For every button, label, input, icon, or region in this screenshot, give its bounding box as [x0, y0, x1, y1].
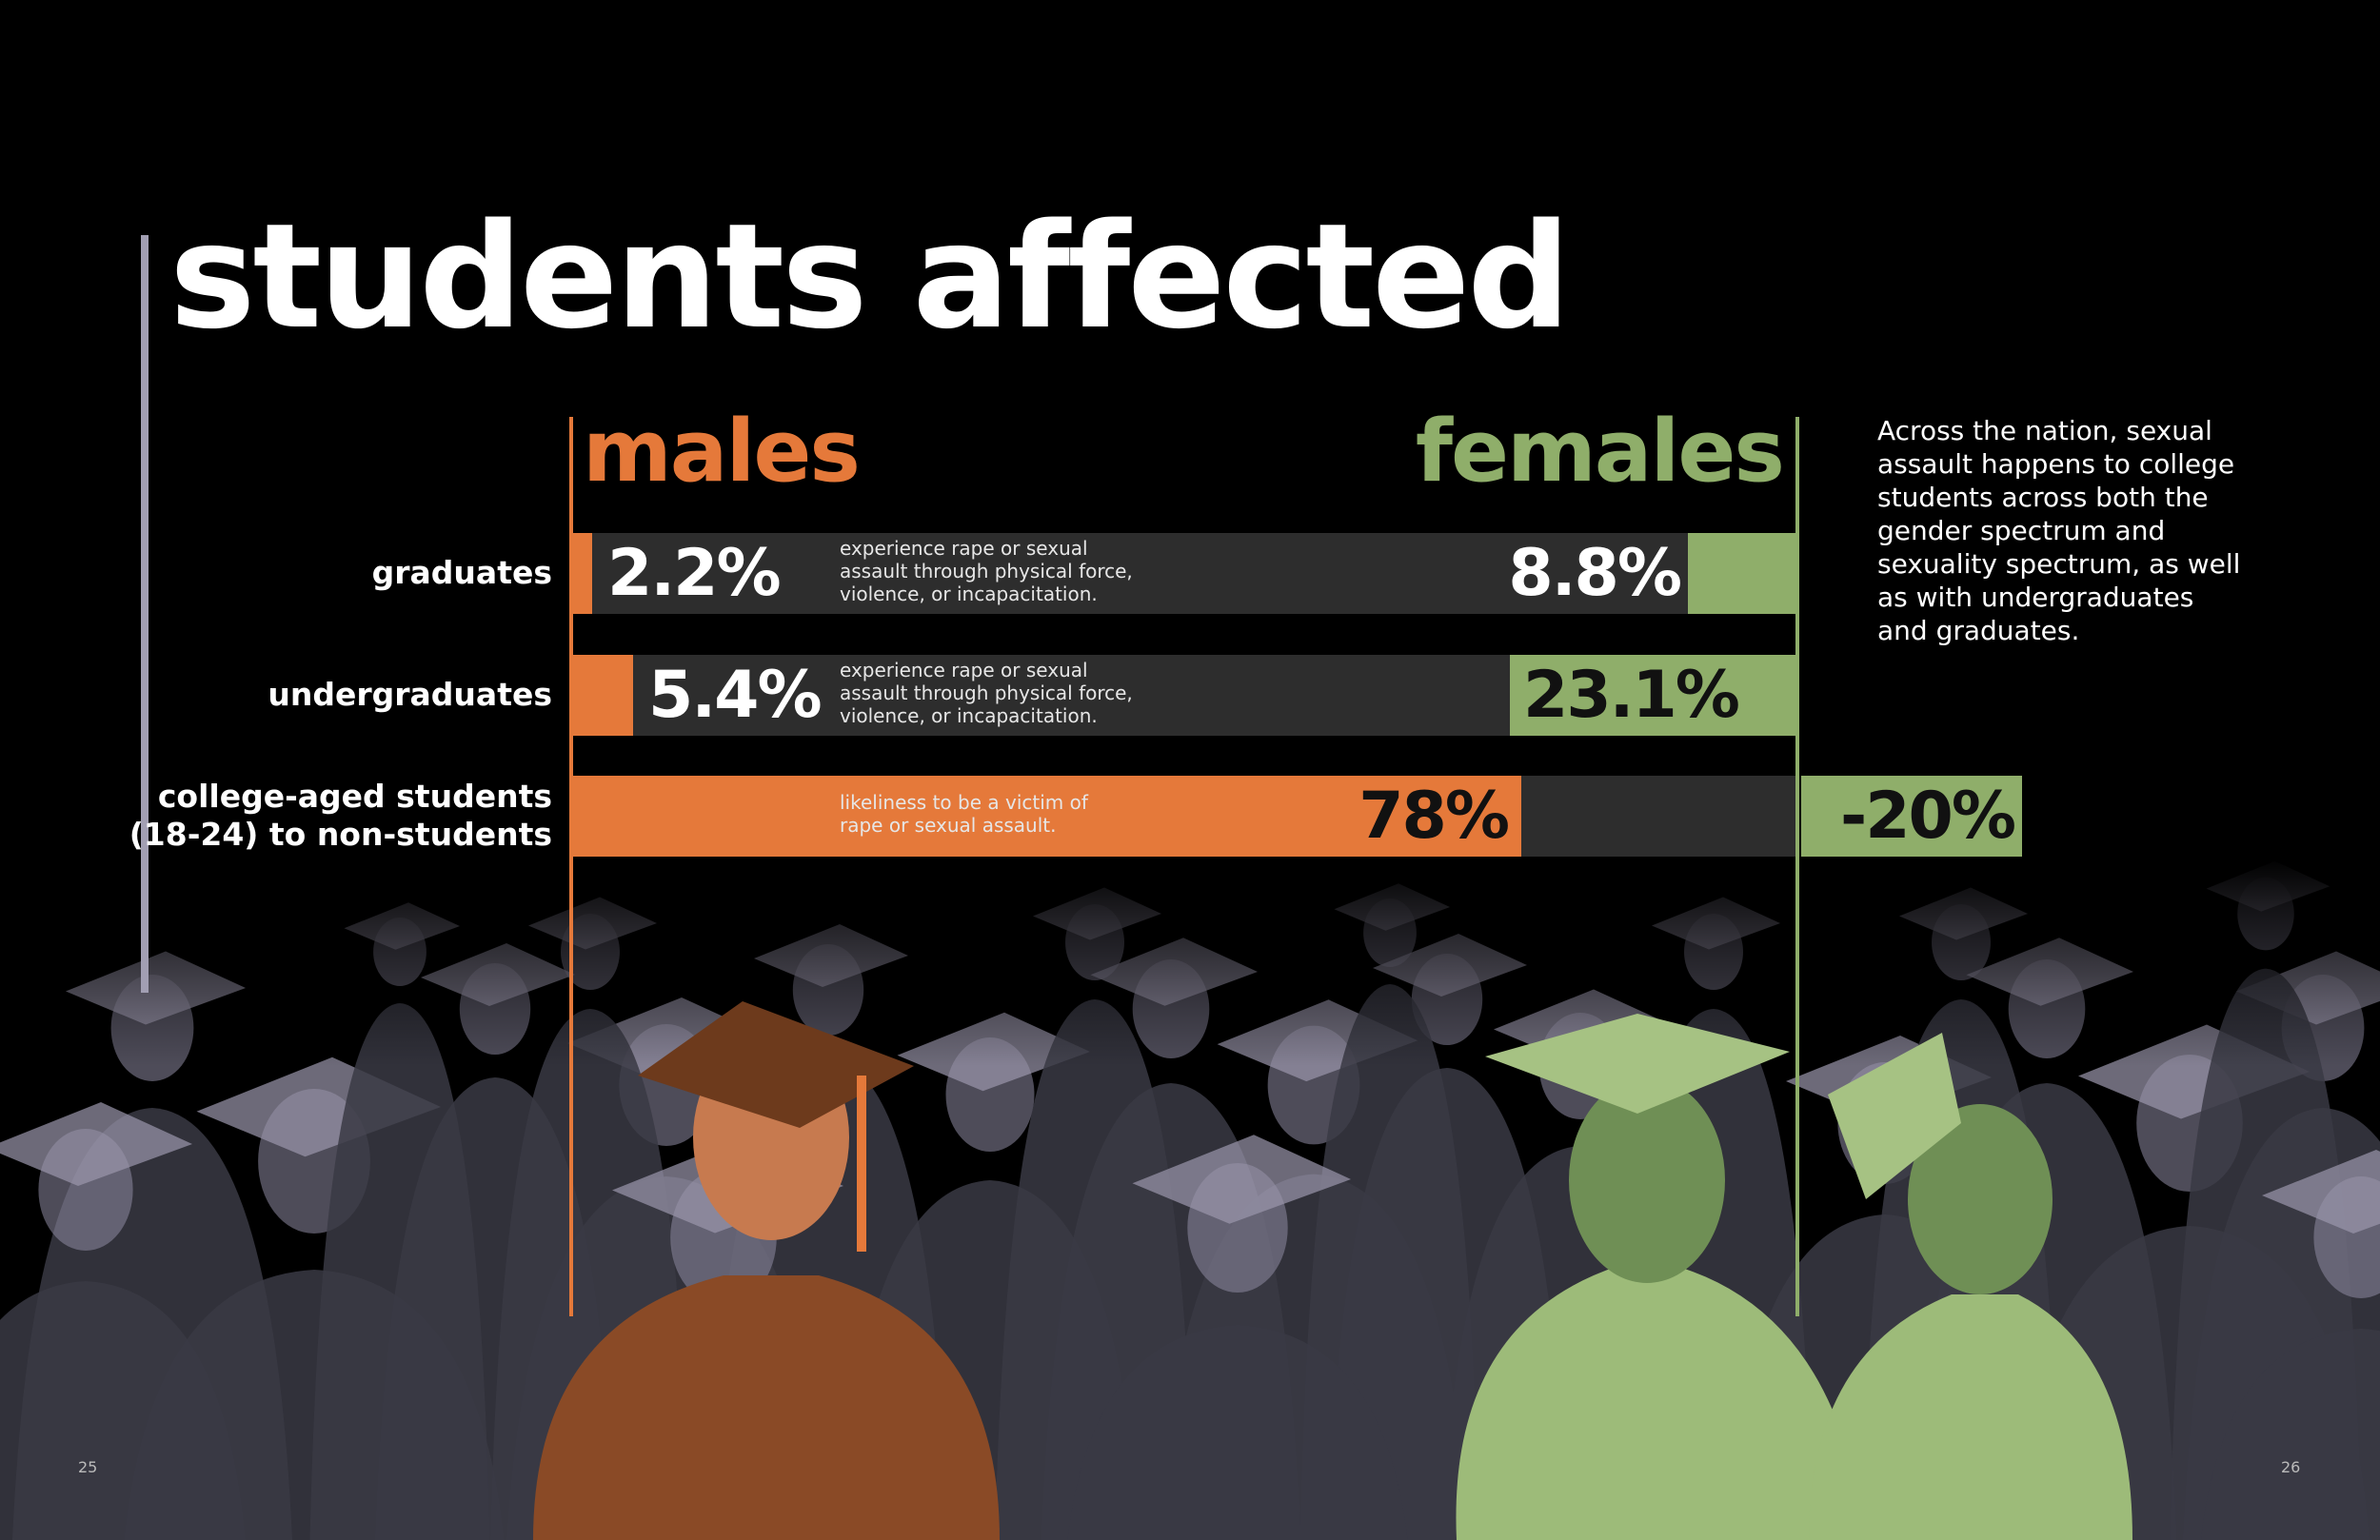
- page-number-left: 25: [78, 1458, 98, 1476]
- row-description-line: violence, or incapacitation.: [840, 582, 1098, 605]
- male-bar: [571, 776, 1521, 857]
- male-value-label: 78%: [1359, 779, 1510, 854]
- intro-line: Across the nation, sexual: [1877, 415, 2212, 446]
- photo-top-fade: [0, 857, 2380, 1066]
- bar-track: [571, 533, 1795, 614]
- row-description: likeliness to be a victim of rape or sexu…: [840, 791, 1088, 837]
- row-description: experience rape or sexual assault through…: [840, 537, 1133, 605]
- intro-paragraph: Across the nation, sexual assault happens…: [1877, 414, 2258, 647]
- crowd-cap-shape: [2262, 1150, 2380, 1234]
- female-bar: [1801, 776, 2022, 857]
- male-value-label: 5.4%: [648, 658, 823, 733]
- intro-line: gender spectrum and: [1877, 515, 2166, 546]
- row-label: college-aged students (18-24) to non-stud…: [129, 778, 552, 854]
- male-graduate-tassel: [857, 1076, 866, 1252]
- row-description-line: likeliness to be a victim of: [840, 791, 1088, 814]
- intro-line: students across both the: [1877, 482, 2209, 513]
- female-value-label: -20%: [1840, 779, 2016, 854]
- male-graduate-cap: [638, 1001, 914, 1128]
- males-heading: males: [583, 402, 861, 502]
- female-graduate-gown: [1456, 1266, 1866, 1540]
- male-bar: [571, 655, 633, 736]
- title-accent-rule: [141, 235, 149, 993]
- crowd-gown-shape: [309, 1003, 490, 1540]
- row-label: graduates: [372, 554, 552, 592]
- males-axis-line: [569, 417, 573, 1316]
- female-value-label: 23.1%: [1523, 658, 1740, 733]
- row-label: undergraduates: [268, 676, 552, 714]
- female-bar: [1688, 533, 1795, 614]
- female-bar: [1510, 655, 1795, 736]
- row-description: experience rape or sexual assault through…: [840, 659, 1133, 727]
- female-graduate-head: [1569, 1077, 1725, 1283]
- row-description-line: experience rape or sexual: [840, 537, 1088, 560]
- row-description-line: assault through physical force,: [840, 560, 1133, 582]
- row-description-line: experience rape or sexual: [840, 659, 1088, 681]
- row-label-line: graduates: [371, 554, 552, 591]
- row-label-line: undergraduates: [268, 676, 552, 713]
- row-description-line: violence, or incapacitation.: [840, 704, 1098, 727]
- page-number-right: 26: [2281, 1458, 2301, 1476]
- male-value-label: 2.2%: [607, 536, 782, 611]
- female-graduate-cap: [1485, 1014, 1790, 1114]
- crowd-cap-shape: [0, 1102, 192, 1186]
- crowd-cap-shape: [1132, 1135, 1351, 1224]
- row-description-line: assault through physical force,: [840, 681, 1133, 704]
- female-graduate-gown: [1809, 1294, 2132, 1540]
- females-axis-line: [1795, 417, 1799, 1316]
- female-value-label: 8.8%: [1508, 536, 1682, 611]
- intro-line: as with undergraduates: [1877, 582, 2194, 613]
- intro-line: and graduates.: [1877, 615, 2080, 646]
- females-heading: females: [1415, 402, 1785, 502]
- crowd-gown-shape: [0, 1281, 246, 1540]
- crowd-gown-shape: [2201, 1329, 2380, 1540]
- page-title: students affected: [169, 192, 1571, 361]
- intro-line: sexuality spectrum, as well: [1877, 548, 2241, 580]
- female-graduate-cap: [1828, 1033, 1961, 1199]
- row-label-line: (18-24) to non-students: [129, 816, 552, 853]
- row-description-line: rape or sexual assault.: [840, 814, 1057, 837]
- male-graduate-gown: [533, 1275, 1000, 1540]
- intro-line: assault happens to college: [1877, 448, 2235, 480]
- male-bar: [571, 533, 592, 614]
- female-graduate-head: [1908, 1104, 2053, 1294]
- row-label-line: college-aged students: [157, 778, 552, 815]
- crowd-gown-shape: [1067, 1325, 1408, 1540]
